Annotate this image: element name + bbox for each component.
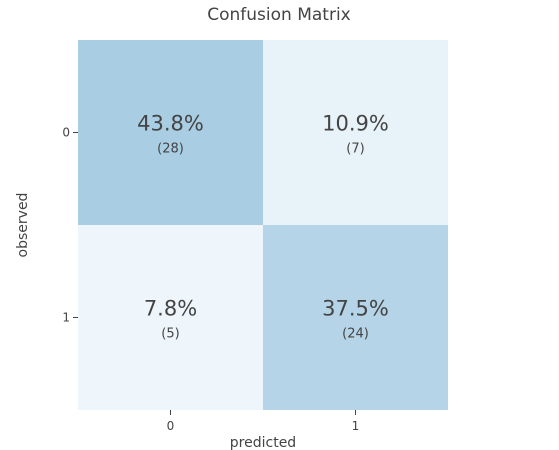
cell-percent-label: 37.5% — [322, 297, 389, 321]
y-tick-label: 1 — [62, 311, 70, 325]
y-tick-label: 0 — [62, 126, 70, 140]
heatmap-cell-1-1 — [263, 225, 448, 410]
heatmap-cell-1-0 — [78, 225, 263, 410]
cell-percent-label: 10.9% — [322, 112, 389, 136]
cell-percent-label: 43.8% — [137, 112, 204, 136]
ticks-layer: 0 1 0 1 — [62, 126, 359, 434]
x-tick-label: 0 — [167, 419, 175, 433]
heatmap-cell-0-0 — [78, 40, 263, 225]
x-tick-label: 1 — [352, 419, 360, 433]
cell-count-label: (7) — [346, 142, 364, 157]
y-axis-title: observed — [15, 193, 31, 258]
cell-count-label: (24) — [342, 327, 369, 342]
cells-layer — [78, 40, 448, 410]
cell-percent-label: 7.8% — [144, 297, 197, 321]
cell-count-label: (28) — [157, 142, 184, 157]
heatmap-cell-0-1 — [263, 40, 448, 225]
chart-title: Confusion Matrix — [207, 5, 351, 25]
x-axis-title: predicted — [230, 435, 296, 450]
cell-labels-layer: 43.8% (28) 10.9% (7) 7.8% (5) 37.5% (24) — [137, 112, 389, 342]
cell-count-label: (5) — [161, 327, 179, 342]
